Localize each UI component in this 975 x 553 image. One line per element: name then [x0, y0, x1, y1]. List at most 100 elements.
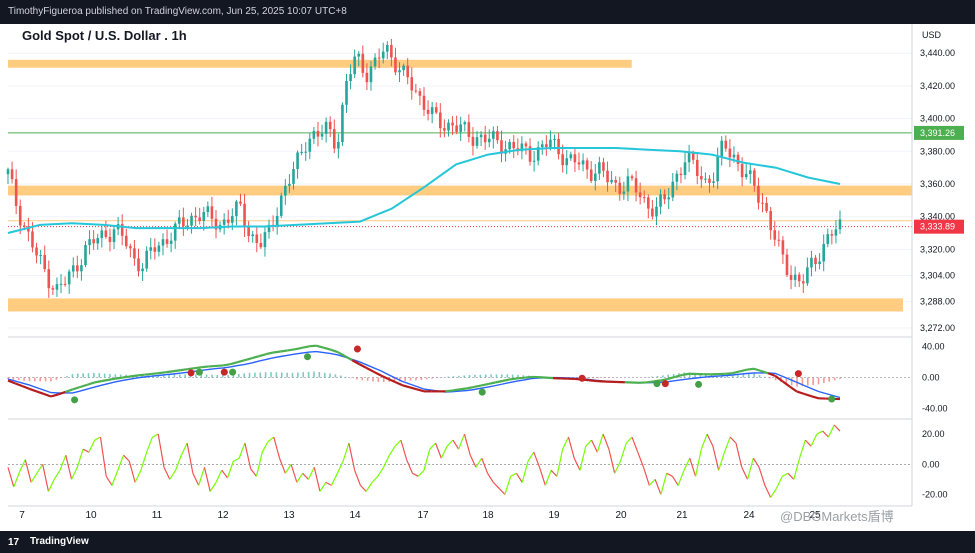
- macd-hist-bar: [270, 372, 272, 378]
- candle-body: [165, 239, 169, 244]
- macd-fast-segment: [201, 365, 209, 369]
- osc-segment: [233, 457, 240, 462]
- candle-body: [487, 138, 491, 143]
- x-tick-label: 25: [809, 510, 821, 521]
- y-tick-label: 3,288.00: [920, 297, 955, 307]
- candle-body: [43, 255, 47, 270]
- osc-tick-label: 0.00: [922, 459, 940, 469]
- candle-body: [602, 162, 605, 171]
- macd-fast-segment: [222, 363, 231, 367]
- candle-body: [553, 138, 556, 140]
- publisher-bar: TimothyFigueroa published on TradingView…: [0, 0, 975, 24]
- candle-body: [422, 95, 426, 110]
- macd-fast-segment: [466, 385, 475, 390]
- y-tick-label: 3,400.00: [920, 114, 955, 124]
- candle-body: [451, 122, 454, 126]
- macd-hist-bar: [699, 374, 702, 378]
- macd-hist-bar: [656, 375, 659, 378]
- osc-segment: [452, 439, 460, 450]
- macd-hist-bar: [221, 375, 224, 378]
- candle-body: [524, 143, 528, 147]
- candle-body: [761, 202, 764, 204]
- macd-fast-segment: [287, 348, 296, 352]
- y-tick-label: 3,340.00: [920, 212, 955, 222]
- macd-fast-segment: [93, 380, 102, 384]
- candle-body: [222, 219, 226, 225]
- macd-hist-bar: [425, 377, 428, 380]
- x-tick-label: 19: [548, 510, 560, 521]
- macd-hist-bar: [420, 377, 423, 380]
- macd-hist-bar: [490, 374, 492, 378]
- candle-body: [324, 121, 328, 134]
- macd-hist-bar: [50, 377, 52, 382]
- candle-body: [736, 154, 740, 164]
- candle-body: [361, 53, 365, 73]
- osc-segment: [625, 436, 633, 444]
- osc-segment: [400, 439, 408, 460]
- macd-hist-bar: [726, 375, 729, 378]
- macd-hist-bar: [764, 376, 766, 378]
- candle-body: [512, 141, 516, 149]
- macd-hist-bar: [71, 374, 74, 378]
- candle-body: [190, 215, 193, 226]
- macd-hist-bar: [307, 371, 310, 378]
- osc-segment: [642, 467, 650, 486]
- osc-segment: [533, 451, 541, 468]
- candle-body: [341, 104, 344, 142]
- candle-body: [214, 218, 218, 230]
- osc-segment: [71, 467, 78, 480]
- macd-cross-dot: [794, 370, 802, 378]
- macd-hist-bar: [119, 374, 122, 378]
- candle-body: [793, 274, 797, 280]
- osc-segment: [105, 476, 113, 486]
- macd-fast-segment: [215, 364, 224, 368]
- macd-hist-bar: [34, 377, 36, 382]
- macd-fast-segment: [237, 359, 245, 364]
- candle-body: [231, 216, 234, 223]
- macd-fast-segment: [394, 381, 403, 387]
- osc-segment: [284, 463, 292, 474]
- macd-hist-bar: [431, 377, 433, 379]
- osc-segment: [123, 454, 130, 462]
- osc-segment: [255, 452, 263, 477]
- macd-hist-bar: [275, 372, 278, 378]
- candle-body: [744, 173, 748, 178]
- macd-hist-bar: [28, 377, 31, 382]
- osc-segment: [429, 442, 436, 450]
- osc-segment: [487, 472, 494, 483]
- macd-fast-segment: [265, 351, 274, 356]
- candle-body: [251, 234, 255, 237]
- candle-body: [312, 130, 316, 139]
- macd-hist-bar: [758, 375, 761, 378]
- macd-hist-bar: [356, 377, 358, 380]
- macd-fast-segment: [65, 388, 73, 394]
- macd-hist-bar: [254, 372, 256, 378]
- candle-body: [51, 288, 55, 290]
- osc-segment: [567, 436, 575, 459]
- macd-hist-bar: [141, 375, 143, 378]
- macd-hist-bar: [506, 374, 508, 378]
- macd-hist-bar: [280, 372, 283, 378]
- macd-fast-segment: [57, 390, 66, 396]
- macd-hist-bar: [753, 373, 755, 378]
- osc-segment: [827, 424, 835, 438]
- osc-segment: [510, 472, 517, 477]
- candle-body: [23, 225, 26, 227]
- candle-body: [691, 152, 695, 160]
- macd-hist-bar: [823, 377, 825, 384]
- macd-hist-bar: [694, 373, 696, 378]
- osc-segment: [469, 454, 477, 468]
- y-tick-label: 3,360.00: [920, 179, 955, 189]
- osc-segment: [596, 433, 604, 453]
- macd-fast-segment: [21, 385, 30, 390]
- candle-body: [259, 242, 263, 248]
- osc-segment: [238, 442, 246, 459]
- price-label: 3,391.26: [920, 128, 955, 138]
- candle-body: [59, 283, 63, 285]
- osc-segment: [544, 470, 552, 486]
- candle-body: [814, 257, 817, 265]
- macd-cross-dot: [304, 353, 312, 361]
- osc-segment: [417, 469, 425, 477]
- macd-hist-bar: [790, 377, 793, 386]
- macd-fast-segment: [810, 395, 819, 400]
